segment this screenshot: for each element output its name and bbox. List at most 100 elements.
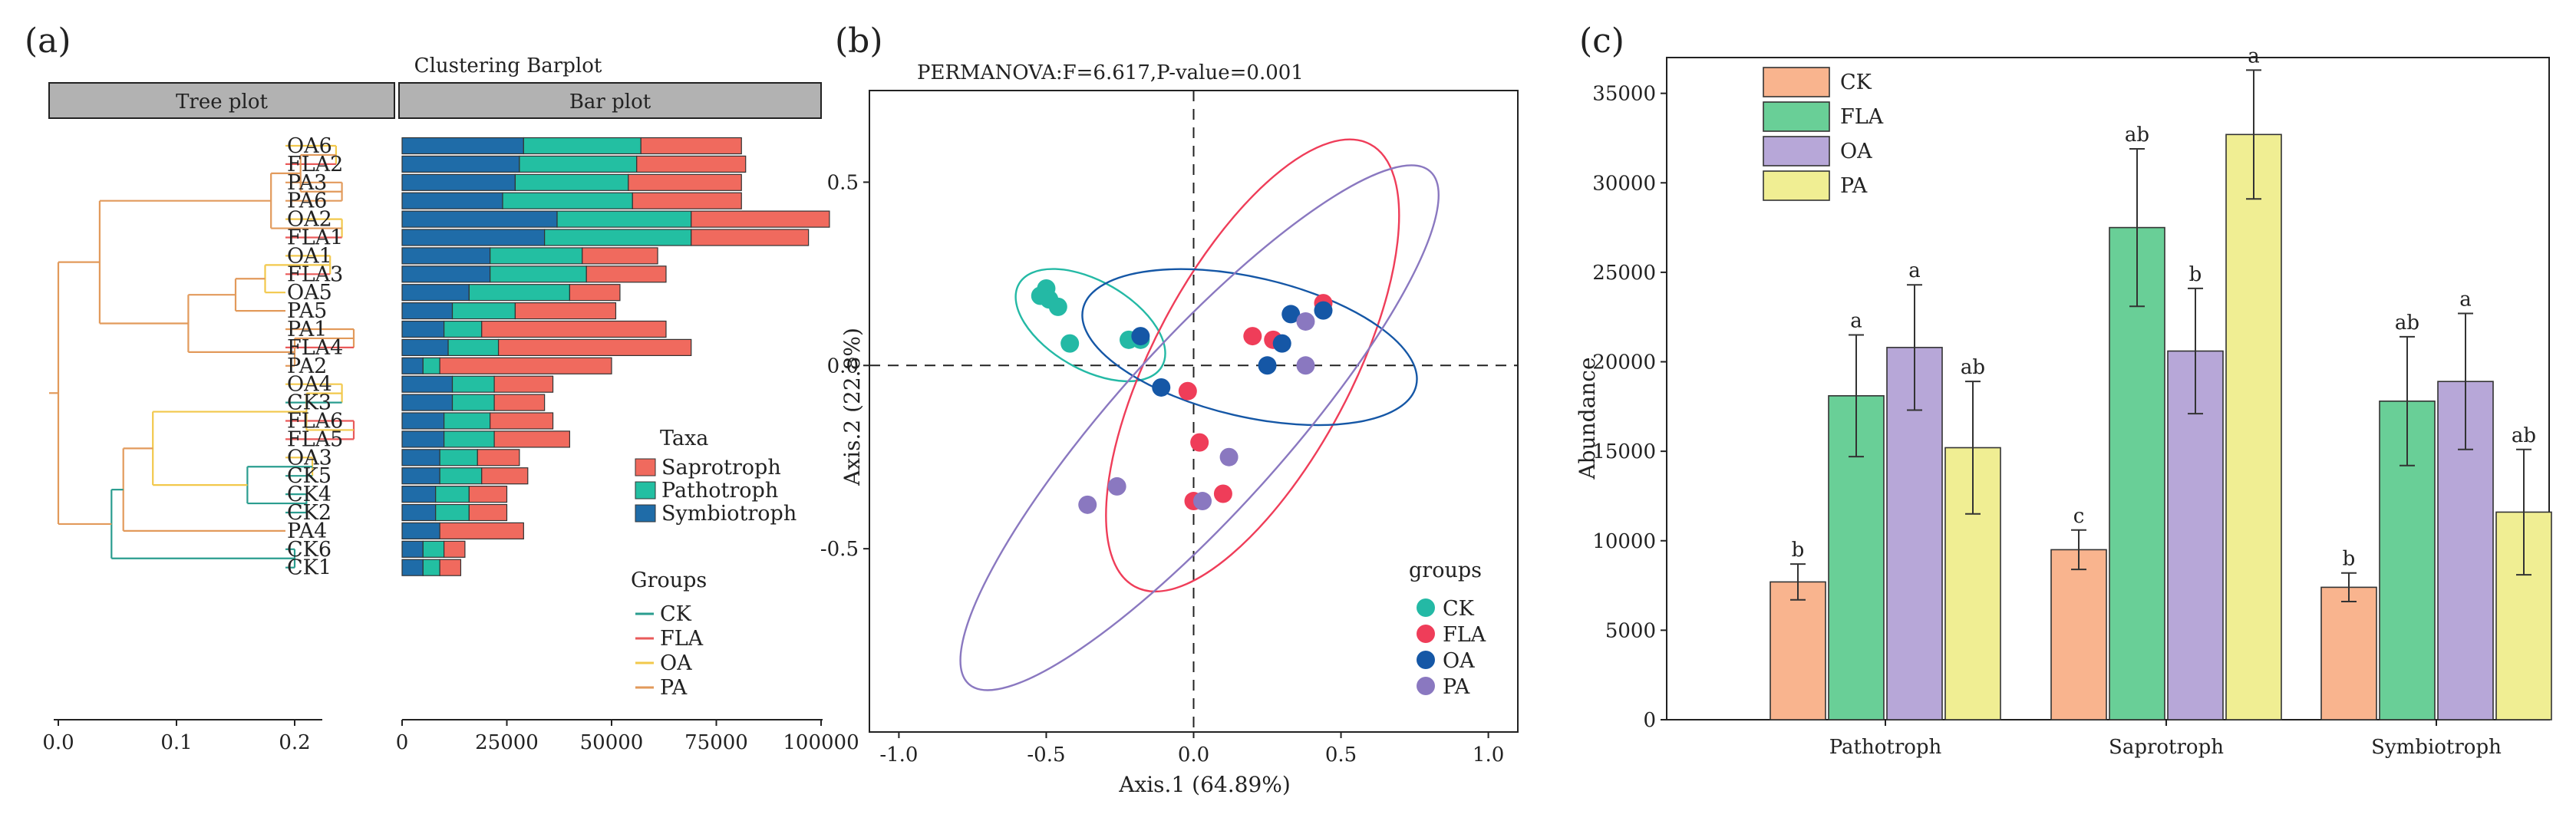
significance-letter: a <box>1908 259 1921 282</box>
bar-segment-symbiotroph-fla4 <box>401 338 449 356</box>
point-pa <box>1193 492 1212 511</box>
tree-leaf-label: CK1 <box>287 556 331 580</box>
bar-segment-pathotroph-oa5 <box>468 284 570 302</box>
legend-label: FLA <box>1840 105 1884 129</box>
tree-leaf-label: OA1 <box>287 244 332 268</box>
point-pa <box>1107 476 1126 496</box>
tree-leaf-label: OA4 <box>287 373 332 397</box>
bar-segment-saprotroph-oa2 <box>691 210 830 228</box>
groups-legend-label: CK <box>660 602 692 626</box>
bar-segment-pathotroph-ck6 <box>422 540 445 558</box>
bar-segment-symbiotroph-pa5 <box>401 302 454 320</box>
point-ck <box>1060 334 1080 353</box>
bar-segment-saprotroph-fla2 <box>636 155 747 173</box>
bar-segment-saprotroph-oa5 <box>569 284 621 302</box>
bar-x-tick-label: 75000 <box>684 731 748 754</box>
bar-segment-saprotroph-ck6 <box>443 540 466 558</box>
panel-c-label: (c) <box>1579 21 1624 61</box>
bar-segment-saprotroph-oa6 <box>640 137 742 155</box>
bar-segment-saprotroph-ck2 <box>468 503 508 522</box>
bar-ck-symbiotroph <box>2320 586 2377 720</box>
legend-label: OA <box>1840 140 1872 163</box>
dendrogram: OA6FLA2PA3PA6OA2FLA1OA1FLA3OA5PA5PA1FLA4… <box>49 134 355 580</box>
bar-segment-symbiotroph-fla5 <box>401 430 445 448</box>
y-tick-label: 30000 <box>1592 172 1656 195</box>
significance-letter: c <box>2073 505 2085 528</box>
bar-segment-saprotroph-fla6 <box>490 412 554 430</box>
bar-segment-saprotroph-pa6 <box>632 192 742 209</box>
taxa-legend-label: Pathotroph <box>661 479 778 503</box>
bar-segment-saprotroph-ck5 <box>481 467 529 485</box>
bar-segment-pathotroph-oa1 <box>490 247 583 265</box>
significance-letter: a <box>2248 45 2260 68</box>
tree-leaf-label: PA1 <box>287 318 327 341</box>
tree-leaf-label: PA2 <box>287 354 327 378</box>
bar-segment-symbiotroph-ck2 <box>401 503 437 522</box>
pcoa-legend-label: OA <box>1443 649 1475 673</box>
bar-segment-symbiotroph-oa4 <box>401 375 454 393</box>
bar-segment-saprotroph-fla4 <box>497 338 692 356</box>
legend-label: CK <box>1840 71 1872 94</box>
bar-segment-pathotroph-ck3 <box>451 394 495 411</box>
pcoa-legend-label: FLA <box>1443 623 1486 647</box>
bar-segment-symbiotroph-pa1 <box>401 320 445 338</box>
pcoa-legend-dot-pa <box>1417 677 1435 695</box>
tree-leaf-label: PA4 <box>287 519 327 543</box>
tree-leaf-label: CK3 <box>287 391 331 415</box>
legend-swatch-fla <box>1763 101 1830 132</box>
significance-letter: ab <box>1961 356 1985 379</box>
bar-segment-symbiotroph-fla1 <box>401 229 546 246</box>
bar-segment-pathotroph-oa6 <box>523 137 642 155</box>
bar-segment-saprotroph-fla1 <box>691 229 810 246</box>
point-ck <box>1031 286 1050 305</box>
tree-leaf-label: CK4 <box>287 483 331 506</box>
bar-segment-saprotroph-oa4 <box>493 375 554 393</box>
tree-leaf-label: FLA2 <box>287 153 343 176</box>
bar-segment-symbiotroph-ck5 <box>401 467 440 485</box>
tree-leaf-label: PA5 <box>287 299 327 323</box>
bar-segment-saprotroph-fla3 <box>585 265 667 283</box>
significance-letter: ab <box>2395 312 2419 335</box>
significance-letter: b <box>2189 263 2202 286</box>
x-tick-label: Symbiotroph <box>2371 736 2502 759</box>
panel-b: (b) PERMANOVA:F=6.617,P-value=0.001 -1.0… <box>820 21 1519 797</box>
pcoa-legend-label: CK <box>1443 597 1475 621</box>
panel-a: (a) Clustering Barplot Tree plot Bar plo… <box>25 21 859 754</box>
point-oa <box>1281 305 1301 324</box>
bar-segment-pathotroph-oa3 <box>439 449 478 467</box>
bar-segment-symbiotroph-oa1 <box>401 247 491 265</box>
point-pa <box>1219 447 1239 467</box>
groups-legend-title: Groups <box>631 569 707 592</box>
pcoa-x-tick-label: 1.0 <box>1473 744 1504 767</box>
bar-x-tick-label: 100000 <box>783 731 859 754</box>
tree-plot-header-label: Tree plot <box>176 91 268 114</box>
point-pa <box>1296 312 1315 331</box>
taxa-legend-title: Taxa <box>660 427 708 450</box>
bar-segment-pathotroph-pa1 <box>443 320 483 338</box>
y-tick-label: 15000 <box>1592 440 1656 463</box>
legend-swatch-pa <box>1763 170 1830 201</box>
groups-legend-label: OA <box>660 651 692 675</box>
y-tick-label: 25000 <box>1592 262 1656 285</box>
tree-x-tick-label: 0.0 <box>42 731 74 754</box>
pcoa-y-axis-label: Axis.2 (22.8%) <box>839 328 865 486</box>
bar-x-tick-label: 25000 <box>475 731 539 754</box>
bar-segment-pathotroph-ck1 <box>422 559 440 576</box>
confidence-ellipse-oa <box>1081 268 1418 427</box>
bar-segment-symbiotroph-pa2 <box>401 357 424 374</box>
tree-leaf-label: PA3 <box>287 171 327 195</box>
confidence-ellipse-ck <box>1014 268 1166 383</box>
bar-segment-pathotroph-pa3 <box>514 173 629 191</box>
permanova-title: PERMANOVA:F=6.617,P-value=0.001 <box>917 61 1304 84</box>
bar-ck-saprotroph <box>2050 549 2107 720</box>
panel-a-legend: Taxa Groups SaprotrophPathotrophSymbiotr… <box>631 427 797 700</box>
significance-letter: ab <box>2125 124 2149 147</box>
tree-leaf-label: CK5 <box>287 464 331 488</box>
bar-segment-symbiotroph-pa6 <box>401 192 503 209</box>
point-oa <box>1314 301 1333 320</box>
point-pa <box>1296 356 1315 375</box>
pcoa-legend-dot-fla <box>1417 625 1435 643</box>
tree-leaf-label: FLA1 <box>287 226 343 250</box>
